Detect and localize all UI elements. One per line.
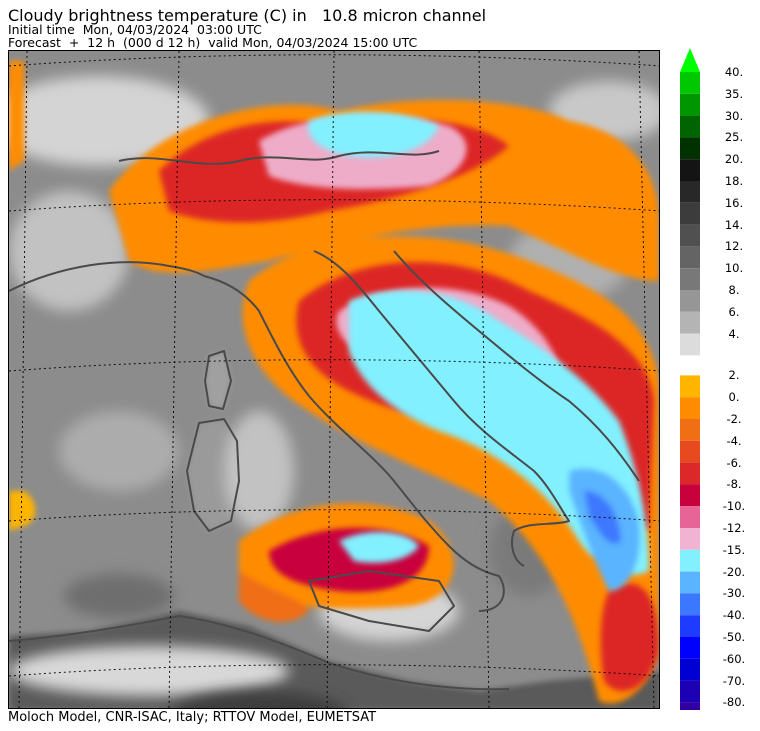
colorbar-swatch-cold xyxy=(680,571,700,594)
colorbar-tick-label: -50. xyxy=(722,630,746,644)
colorbar-tick-label: -6. xyxy=(726,455,742,470)
colorbar-swatch-cold xyxy=(680,702,700,710)
colorbar-tick-label: 14. xyxy=(724,217,744,232)
colorbar-tick-label: 6. xyxy=(728,304,740,319)
colorbar-tick-label: -12. xyxy=(722,521,746,535)
colorbar-tick-label: 25. xyxy=(724,130,744,145)
colorbar-tick-label: 0. xyxy=(728,390,740,405)
colorbar-swatch-warm xyxy=(680,246,700,269)
colorbar-tick-label: -8. xyxy=(726,477,742,492)
alps-border xyxy=(118,150,440,165)
france-coast xyxy=(9,261,205,292)
forecast-time-label: Forecast + 12 h (000 d 12 h) valid Mon, … xyxy=(8,35,418,50)
colorbar-tick-label: -15. xyxy=(722,542,746,557)
colorbar-tick-label: 2. xyxy=(728,368,740,383)
colorbar-tick-label: -40. xyxy=(722,608,746,623)
colorbar-swatch-cold xyxy=(680,658,700,681)
sardinia-land xyxy=(187,419,239,531)
colorbar-tick-label: -60. xyxy=(722,651,746,666)
colorbar-swatch-warm xyxy=(680,93,700,116)
corsica-coast xyxy=(204,350,232,410)
colorbar-swatch-warm xyxy=(680,181,700,203)
colorbar-swatch-cold xyxy=(680,397,700,419)
lat-lon-grid xyxy=(9,51,659,708)
colorbar-tick-label: 40. xyxy=(724,65,744,79)
colorbar-tick-label: 20. xyxy=(724,152,744,167)
dark-sea-patches xyxy=(64,506,569,708)
colorbar-swatch-warm xyxy=(680,202,700,225)
colorbar-swatch-warm xyxy=(680,224,700,247)
map-title: Cloudy brightness temperature (C) in 10.… xyxy=(8,6,487,25)
colorbar-swatch-cold xyxy=(680,528,700,550)
colorbar-tick-label: 10. xyxy=(724,261,744,276)
map-canvas xyxy=(9,51,659,708)
colorbar-tick-label: -4. xyxy=(726,433,742,448)
colorbar-swatch-cold xyxy=(680,440,700,463)
colorbar-tick-label: 8. xyxy=(728,283,740,297)
colorbar-swatch-warm xyxy=(680,72,700,94)
colorbar-tick-label: -2. xyxy=(726,412,742,426)
satellite-map xyxy=(8,50,660,709)
colorbar-tick-label: -30. xyxy=(722,586,746,601)
colorbar-swatch-warm xyxy=(680,159,700,181)
colorbar-swatch-cold xyxy=(680,506,700,528)
colorbar-tick-label: 18. xyxy=(724,174,744,188)
sardinia-coast xyxy=(186,418,240,532)
initial-time-label: Initial time Mon, 04/03/2024 03:00 UTC xyxy=(8,22,262,37)
colorbar-swatch-cold xyxy=(680,419,700,441)
corsica-land xyxy=(205,351,231,409)
sicily-coast xyxy=(308,570,455,632)
colorbar xyxy=(680,48,700,710)
colorbar-tick-label: 30. xyxy=(724,108,744,123)
colorbar-swatch-cold xyxy=(680,375,700,398)
colorbar-swatch-warm xyxy=(680,290,700,312)
colorbar-tick-label: 16. xyxy=(724,195,744,210)
colorbar-swatch-cold xyxy=(680,484,700,507)
colorbar-tick-label: 35. xyxy=(724,86,744,101)
colorbar-swatch-warm xyxy=(680,311,700,334)
colorbar-tick-label: -70. xyxy=(722,673,746,688)
colorbar-swatch-warm xyxy=(680,268,700,290)
italy-coast-east xyxy=(313,250,570,567)
footer-credits: Moloch Model, CNR-ISAC, Italy; RTTOV Mod… xyxy=(8,710,377,725)
colorbar-swatch-cold xyxy=(680,680,700,703)
coastlines xyxy=(9,150,640,691)
colorbar-tick-label: -80. xyxy=(722,695,746,710)
colorbar-swatch-warm xyxy=(680,333,700,356)
colorbar-swatch-cold xyxy=(680,549,700,572)
colorbar-tick-label: 4. xyxy=(728,326,740,341)
colorbar-swatch-cold xyxy=(680,462,700,485)
colorbar-tick-label: 12. xyxy=(724,239,744,254)
colorbar-tick-label: -20. xyxy=(722,564,746,579)
colorbar-swatch-cold xyxy=(680,593,700,616)
colorbar-top-arrow xyxy=(680,48,700,72)
colorbar-swatch-cold xyxy=(680,637,700,659)
colorbar-swatch-warm xyxy=(680,137,700,160)
colorbar-swatch-warm xyxy=(680,115,700,138)
africa-coast xyxy=(9,615,510,691)
colorbar-swatch-cold xyxy=(680,615,700,637)
italy-coast-west xyxy=(203,275,505,612)
cloud-band-cyan xyxy=(308,111,649,591)
balkan-coast xyxy=(393,250,640,482)
colorbar-tick-label: -10. xyxy=(722,499,746,514)
